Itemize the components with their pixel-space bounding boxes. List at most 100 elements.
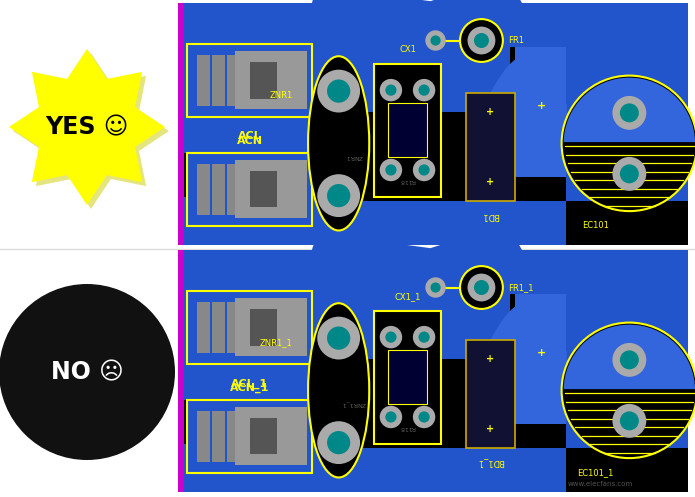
Bar xyxy=(227,55,240,106)
Circle shape xyxy=(425,30,445,51)
Circle shape xyxy=(562,76,695,211)
Circle shape xyxy=(327,431,350,454)
Bar xyxy=(311,47,382,112)
Bar xyxy=(375,64,441,197)
Circle shape xyxy=(317,70,360,112)
Text: FR1_1: FR1_1 xyxy=(508,283,534,292)
Text: www.elecfans.com: www.elecfans.com xyxy=(567,481,632,487)
Text: ACL: ACL xyxy=(238,131,261,141)
Circle shape xyxy=(379,159,402,181)
Circle shape xyxy=(379,326,402,348)
Text: ZNR1_1: ZNR1_1 xyxy=(342,401,366,406)
Text: R118: R118 xyxy=(400,425,416,430)
Bar xyxy=(311,294,382,359)
Bar xyxy=(227,411,240,462)
Text: +: + xyxy=(537,348,546,358)
Bar xyxy=(197,164,210,215)
Circle shape xyxy=(612,157,646,191)
Text: ACN: ACN xyxy=(237,136,263,146)
Bar xyxy=(382,294,509,359)
Polygon shape xyxy=(9,49,165,205)
Bar xyxy=(235,408,307,465)
Circle shape xyxy=(468,273,496,302)
Circle shape xyxy=(474,33,489,48)
Bar xyxy=(184,3,688,47)
Text: CX1: CX1 xyxy=(399,45,416,54)
Circle shape xyxy=(418,165,430,175)
Bar xyxy=(466,339,514,448)
Text: NO ☹: NO ☹ xyxy=(51,360,124,384)
Bar xyxy=(235,51,307,109)
Circle shape xyxy=(413,326,435,348)
Circle shape xyxy=(620,350,639,369)
Circle shape xyxy=(612,96,646,130)
Circle shape xyxy=(317,421,360,464)
Bar xyxy=(375,311,441,444)
Bar xyxy=(466,92,514,201)
Text: ZNR1: ZNR1 xyxy=(345,154,363,159)
Bar xyxy=(187,44,312,117)
Circle shape xyxy=(385,412,397,422)
Bar xyxy=(178,3,184,245)
Text: CX1_1: CX1_1 xyxy=(394,292,420,301)
Ellipse shape xyxy=(308,303,369,478)
Bar xyxy=(382,47,509,112)
Circle shape xyxy=(620,165,639,183)
Bar xyxy=(197,55,210,106)
Circle shape xyxy=(327,80,350,103)
Circle shape xyxy=(0,284,175,460)
Text: BD1_1: BD1_1 xyxy=(477,458,504,467)
Bar xyxy=(227,164,240,215)
Bar xyxy=(212,55,224,106)
Bar xyxy=(566,294,688,448)
Text: BD1: BD1 xyxy=(482,211,499,220)
Text: +: + xyxy=(486,424,494,434)
Wedge shape xyxy=(564,78,695,143)
Bar xyxy=(388,350,427,404)
Bar xyxy=(212,302,224,353)
Circle shape xyxy=(460,266,503,309)
Circle shape xyxy=(418,412,430,422)
Circle shape xyxy=(327,327,350,350)
Bar xyxy=(250,418,277,454)
Bar xyxy=(187,400,312,473)
Bar xyxy=(212,411,224,462)
Circle shape xyxy=(430,282,441,293)
Wedge shape xyxy=(564,143,695,209)
Bar xyxy=(187,291,312,364)
Bar xyxy=(184,197,317,245)
Bar xyxy=(178,250,184,492)
Bar xyxy=(178,250,688,492)
Text: FR1: FR1 xyxy=(508,36,524,45)
Bar xyxy=(514,47,566,177)
Bar xyxy=(235,161,307,218)
Bar xyxy=(227,302,240,353)
Circle shape xyxy=(385,84,397,96)
Circle shape xyxy=(385,331,397,343)
Text: +: + xyxy=(486,177,494,187)
Bar xyxy=(178,3,688,245)
Bar xyxy=(197,302,210,353)
Circle shape xyxy=(460,19,503,62)
Circle shape xyxy=(620,412,639,430)
Circle shape xyxy=(612,404,646,438)
Text: ZNR1: ZNR1 xyxy=(270,91,293,100)
Circle shape xyxy=(474,280,489,295)
Bar xyxy=(311,201,566,245)
Bar xyxy=(566,47,688,201)
Text: +: + xyxy=(486,107,494,117)
Wedge shape xyxy=(564,390,695,456)
Bar xyxy=(388,103,427,157)
Circle shape xyxy=(612,343,646,377)
Polygon shape xyxy=(13,53,169,209)
Bar xyxy=(184,294,317,400)
Circle shape xyxy=(317,174,360,217)
Text: EC101: EC101 xyxy=(582,221,609,230)
Circle shape xyxy=(327,184,350,207)
Circle shape xyxy=(379,406,402,428)
Text: ACN_1: ACN_1 xyxy=(230,383,270,393)
Circle shape xyxy=(379,79,402,101)
Text: ZNR1_1: ZNR1_1 xyxy=(260,338,293,347)
Bar xyxy=(250,171,277,207)
Bar xyxy=(250,62,277,98)
